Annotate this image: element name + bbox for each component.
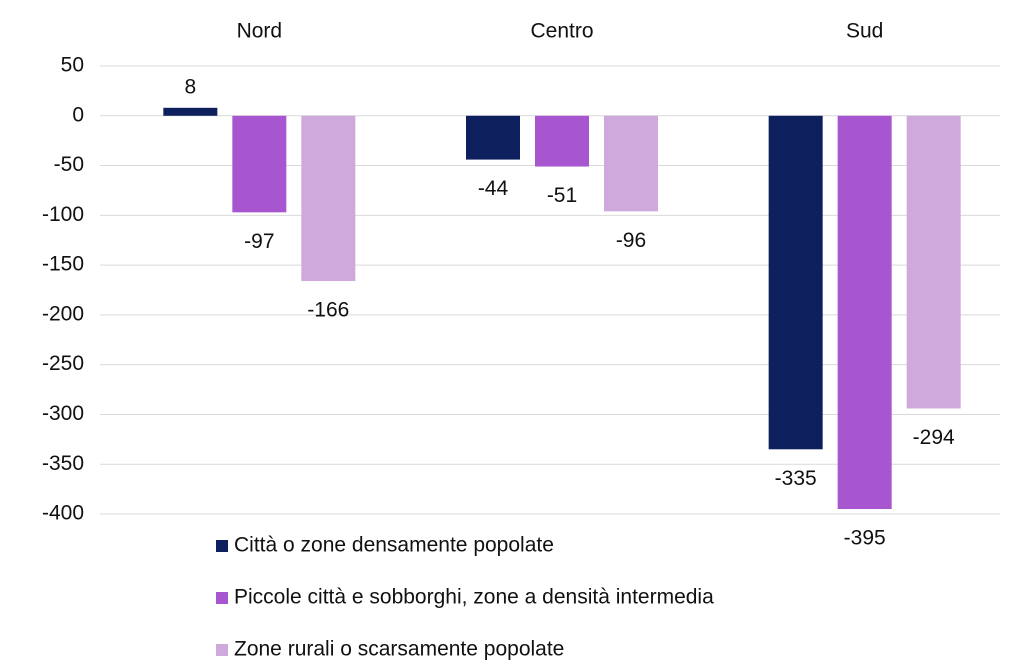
y-tick-label: -250	[42, 352, 84, 375]
value-label: -44	[478, 177, 509, 200]
bar	[301, 115, 356, 282]
bar	[837, 115, 892, 510]
bar	[163, 107, 218, 116]
value-label: -335	[775, 467, 817, 490]
y-tick-label: -300	[42, 402, 84, 425]
y-tick-label: -50	[54, 153, 84, 176]
value-label: -97	[244, 230, 274, 253]
bar	[466, 115, 520, 160]
legend-swatch	[216, 592, 228, 604]
y-tick-label: -150	[42, 253, 84, 276]
y-tick-label: -400	[42, 502, 84, 525]
value-label: -51	[547, 184, 577, 207]
value-label: -395	[844, 527, 886, 550]
y-tick-label: -200	[42, 302, 84, 325]
category-label: Centro	[530, 20, 593, 43]
bar	[768, 115, 823, 450]
bar	[535, 115, 589, 167]
legend-label: Zone rurali o scarsamente popolate	[234, 638, 564, 661]
y-tick-label: -350	[42, 452, 84, 475]
bar	[232, 115, 287, 213]
legend-swatch	[216, 644, 228, 656]
y-tick-label: 50	[61, 54, 84, 77]
y-tick-label: 0	[72, 103, 84, 126]
legend-swatch	[216, 540, 228, 552]
legend-label: Città o zone densamente popolate	[234, 534, 554, 557]
category-label: Sud	[846, 20, 883, 43]
value-label: -294	[913, 426, 955, 449]
bar	[604, 115, 658, 212]
y-tick-label: -100	[42, 203, 84, 226]
legend-label: Piccole città e sobborghi, zone a densit…	[234, 586, 714, 609]
category-label: Nord	[237, 20, 283, 43]
value-label: 8	[184, 75, 196, 98]
value-label: -96	[616, 229, 646, 252]
value-label: -166	[307, 299, 349, 322]
bar	[906, 115, 961, 409]
